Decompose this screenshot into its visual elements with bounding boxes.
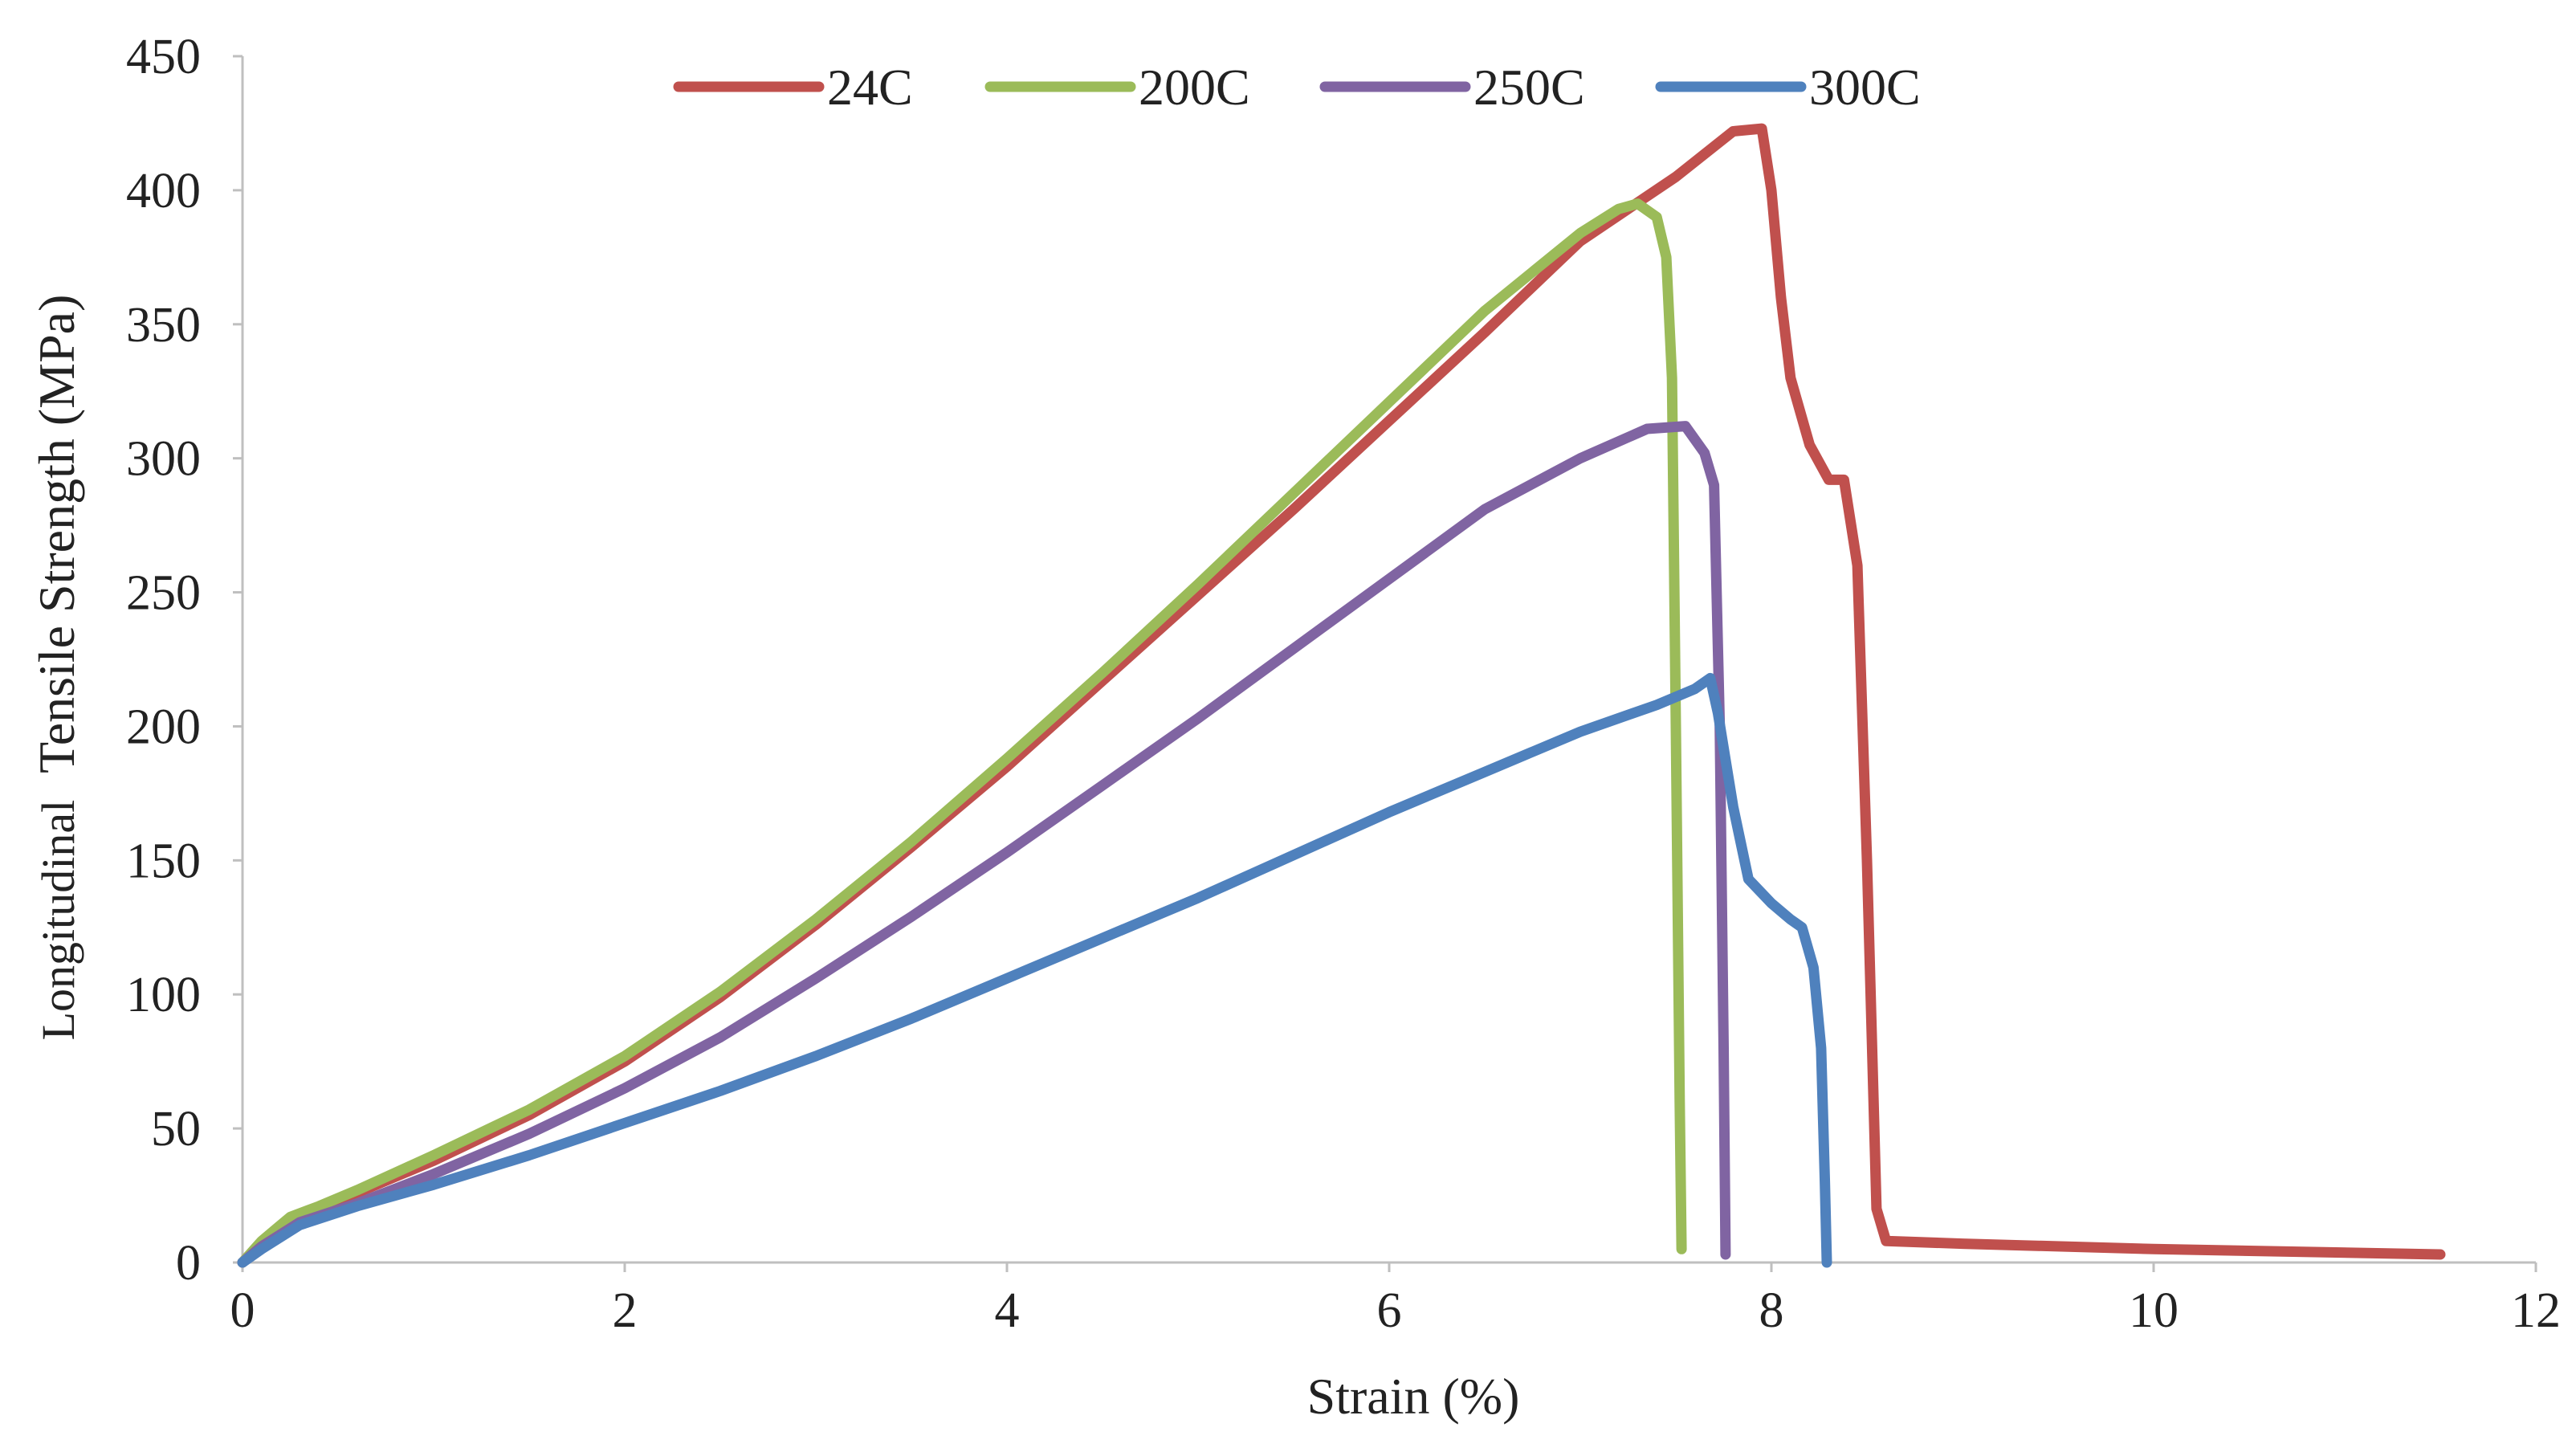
y-axis-title: Longitudinal Tensile Strength (MPa) xyxy=(28,295,85,1041)
axes-layer: 0 2 4 6 8 10 12 0 50 100 150 200 250 300 350 400 450 xyxy=(126,30,2561,1338)
y-tick-label: 100 xyxy=(126,968,201,1022)
y-tick-label: 450 xyxy=(126,30,201,84)
y-tick-label: 400 xyxy=(126,164,201,218)
x-tick-label: 8 xyxy=(1759,1283,1784,1338)
series-line-200c xyxy=(237,198,1687,1268)
series-line-250c xyxy=(237,421,1731,1268)
y-tick-label: 250 xyxy=(126,566,201,621)
y-axis-title-part-1: Longitudinal xyxy=(32,800,84,1041)
y-tick-label: 300 xyxy=(126,432,201,487)
x-tick-label: 6 xyxy=(1377,1283,1402,1338)
x-axis-title: Strain (%) xyxy=(1307,1368,1520,1425)
legend: 24C 200C 250C 300C xyxy=(673,59,1921,116)
x-tick-label: 12 xyxy=(2511,1283,2561,1338)
y-tick-label: 150 xyxy=(126,834,201,888)
x-tick-label: 2 xyxy=(613,1283,638,1338)
y-tick-label: 0 xyxy=(176,1236,201,1291)
series-line-300c xyxy=(237,672,1832,1268)
y-tick-label: 200 xyxy=(126,700,201,754)
x-tick-label: 4 xyxy=(995,1283,1020,1338)
x-tick-label: 10 xyxy=(2129,1283,2179,1338)
y-tick-label: 50 xyxy=(151,1102,201,1156)
series-layer xyxy=(237,123,2446,1268)
legend-label-200c: 200C xyxy=(1139,59,1250,116)
y-axis-title-part-2: Tensile Strength (MPa) xyxy=(28,295,85,773)
legend-label-24c: 24C xyxy=(827,59,913,116)
series-line-24c xyxy=(237,123,2446,1268)
legend-label-300c: 300C xyxy=(1809,59,1921,116)
y-tick-label: 350 xyxy=(126,298,201,353)
x-tick-label: 0 xyxy=(230,1283,255,1338)
legend-label-250c: 250C xyxy=(1473,59,1585,116)
